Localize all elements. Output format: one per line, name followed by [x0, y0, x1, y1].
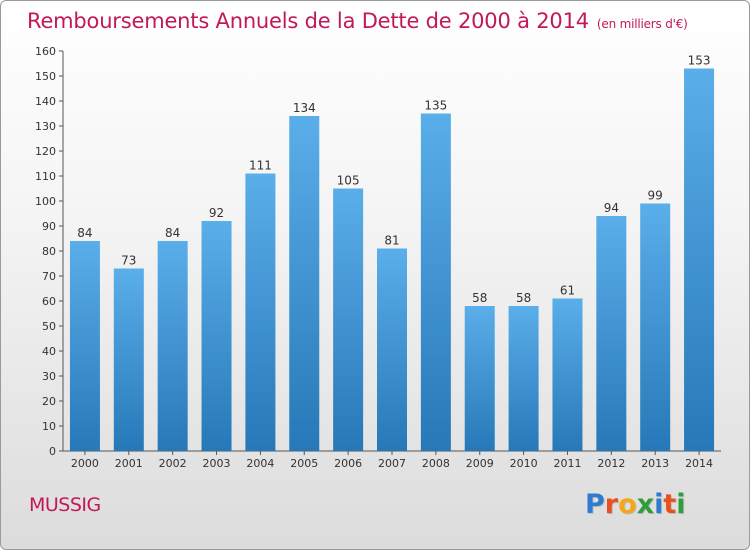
x-tick-label: 2003	[203, 457, 231, 470]
logo-letter: o	[618, 489, 637, 520]
x-tick-label: 2008	[422, 457, 450, 470]
unit-label: (en milliers d'€)	[596, 17, 688, 31]
y-tick-label: 130	[35, 120, 56, 133]
bar-2012	[596, 216, 627, 451]
data-label: 81	[384, 234, 399, 248]
x-tick-label: 2004	[246, 457, 274, 470]
bar-2011	[552, 298, 583, 451]
logo-letter: P	[585, 489, 605, 520]
y-tick-label: 120	[35, 145, 56, 158]
x-tick-label: 2011	[553, 457, 581, 470]
data-label: 105	[337, 174, 360, 188]
logo-letter: i	[676, 489, 686, 520]
bar-2006	[333, 188, 364, 451]
data-label: 73	[121, 254, 136, 268]
commune-name: MUSSIG	[29, 494, 101, 516]
bar-2005	[289, 116, 320, 451]
y-tick-label: 160	[35, 45, 56, 58]
x-tick-label: 2009	[466, 457, 494, 470]
data-label: 84	[77, 226, 92, 240]
y-tick-label: 40	[42, 345, 56, 358]
y-tick-label: 70	[42, 270, 56, 283]
logo-letter: i	[654, 489, 664, 520]
bar-2010	[508, 306, 539, 451]
bar-2004	[245, 173, 276, 451]
bar-2013	[640, 203, 671, 451]
logo-letter: t	[663, 489, 677, 520]
proxiti-logo: Proxiti	[585, 489, 686, 520]
x-tick-label: 2013	[641, 457, 669, 470]
y-tick-label: 50	[42, 320, 56, 333]
x-tick-label: 2010	[510, 457, 538, 470]
bar-2003	[201, 221, 232, 451]
y-tick-label: 150	[35, 70, 56, 83]
bar-2000	[69, 241, 100, 451]
data-label: 111	[249, 159, 272, 173]
data-label: 153	[688, 54, 711, 68]
data-label: 134	[293, 101, 316, 115]
data-label: 58	[516, 291, 531, 305]
data-label: 99	[648, 189, 663, 203]
data-label: 58	[472, 291, 487, 305]
y-tick-label: 10	[42, 420, 56, 433]
y-tick-label: 60	[42, 295, 56, 308]
x-tick-label: 2002	[159, 457, 187, 470]
y-tick-label: 30	[42, 370, 56, 383]
x-tick-label: 2007	[378, 457, 406, 470]
x-tick-label: 2000	[71, 457, 99, 470]
x-tick-label: 2001	[115, 457, 143, 470]
data-label: 94	[604, 201, 619, 215]
x-tick-label: 2014	[685, 457, 713, 470]
logo-letter: r	[604, 489, 619, 520]
y-tick-label: 140	[35, 95, 56, 108]
data-label: 84	[165, 226, 180, 240]
bar-2008	[420, 113, 451, 451]
data-label: 135	[424, 99, 447, 113]
x-tick-label: 2006	[334, 457, 362, 470]
y-tick-label: 90	[42, 220, 56, 233]
bar-2009	[464, 306, 495, 451]
x-tick-label: 2012	[597, 457, 625, 470]
chart-title: Remboursements Annuels de la Dette de 20…	[27, 9, 688, 33]
x-tick-label: 2005	[290, 457, 318, 470]
logo-letter: x	[636, 489, 655, 520]
y-tick-label: 100	[35, 195, 56, 208]
y-tick-label: 80	[42, 245, 56, 258]
data-label: 61	[560, 284, 575, 298]
y-tick-label: 0	[49, 445, 56, 458]
y-tick-label: 20	[42, 395, 56, 408]
data-label: 92	[209, 206, 224, 220]
bar-2001	[113, 268, 144, 451]
bar-2007	[377, 248, 407, 451]
bar-2002	[157, 241, 188, 451]
y-tick-label: 110	[35, 170, 56, 183]
bar-2014	[684, 68, 715, 451]
